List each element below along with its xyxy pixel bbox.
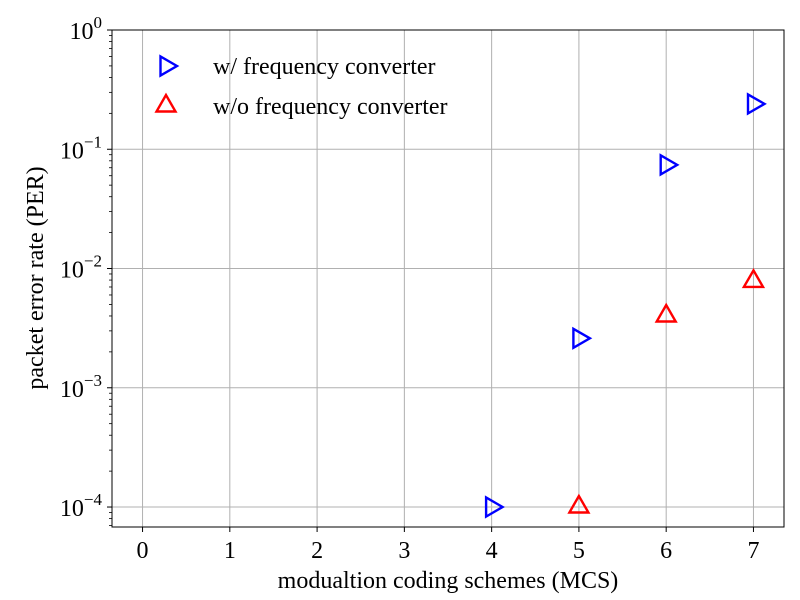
y-tick-label: 10−2 xyxy=(60,252,102,284)
x-tick-label: 1 xyxy=(224,538,236,564)
data-markers xyxy=(484,92,767,519)
y-axis-label: packet error rate (PER) xyxy=(23,166,49,389)
legend-label: w/ frequency converter xyxy=(213,54,436,80)
x-tick-label: 2 xyxy=(311,538,323,564)
y-tick-base: 10 xyxy=(60,377,84,403)
y-tick-label: 10−4 xyxy=(60,490,103,522)
y-tick-base: 10 xyxy=(70,19,94,45)
y-tick-label: 10−1 xyxy=(60,132,102,164)
legend-marker xyxy=(154,92,178,113)
marker-with-converter xyxy=(484,495,505,519)
x-tick-label: 6 xyxy=(660,538,672,564)
y-tick-exponent: −4 xyxy=(84,490,103,509)
marker-without-converter xyxy=(567,493,591,514)
y-tick-base: 10 xyxy=(60,496,84,522)
marker-with-converter xyxy=(659,153,680,177)
marker-without-converter xyxy=(654,302,678,323)
grid-lines xyxy=(112,29,784,527)
marker-without-converter xyxy=(741,268,766,289)
y-tick-exponent: 0 xyxy=(94,13,103,32)
y-tick-base: 10 xyxy=(60,258,84,284)
x-tick-label: 0 xyxy=(137,538,149,564)
y-tick-exponent: −2 xyxy=(84,252,102,271)
marker-with-converter xyxy=(746,92,767,116)
y-tick-label: 10−3 xyxy=(60,371,102,403)
y-tick-exponent: −1 xyxy=(84,132,102,151)
x-tick-label: 3 xyxy=(398,538,410,564)
y-tick-base: 10 xyxy=(60,138,84,164)
x-tick-label: 4 xyxy=(486,538,498,564)
legend-label: w/o frequency converter xyxy=(213,94,448,120)
marker-with-converter xyxy=(572,326,593,350)
legend-marker xyxy=(159,54,180,78)
x-tick-label: 7 xyxy=(747,538,759,564)
legend: w/ frequency converter w/o frequency conv… xyxy=(154,54,448,120)
x-axis-label: modualtion coding schemes (MCS) xyxy=(278,568,619,594)
x-tick-label: 5 xyxy=(573,538,585,564)
plot-frame xyxy=(111,29,785,528)
y-tick-exponent: −3 xyxy=(84,371,102,390)
y-tick-label: 100 xyxy=(70,13,103,45)
